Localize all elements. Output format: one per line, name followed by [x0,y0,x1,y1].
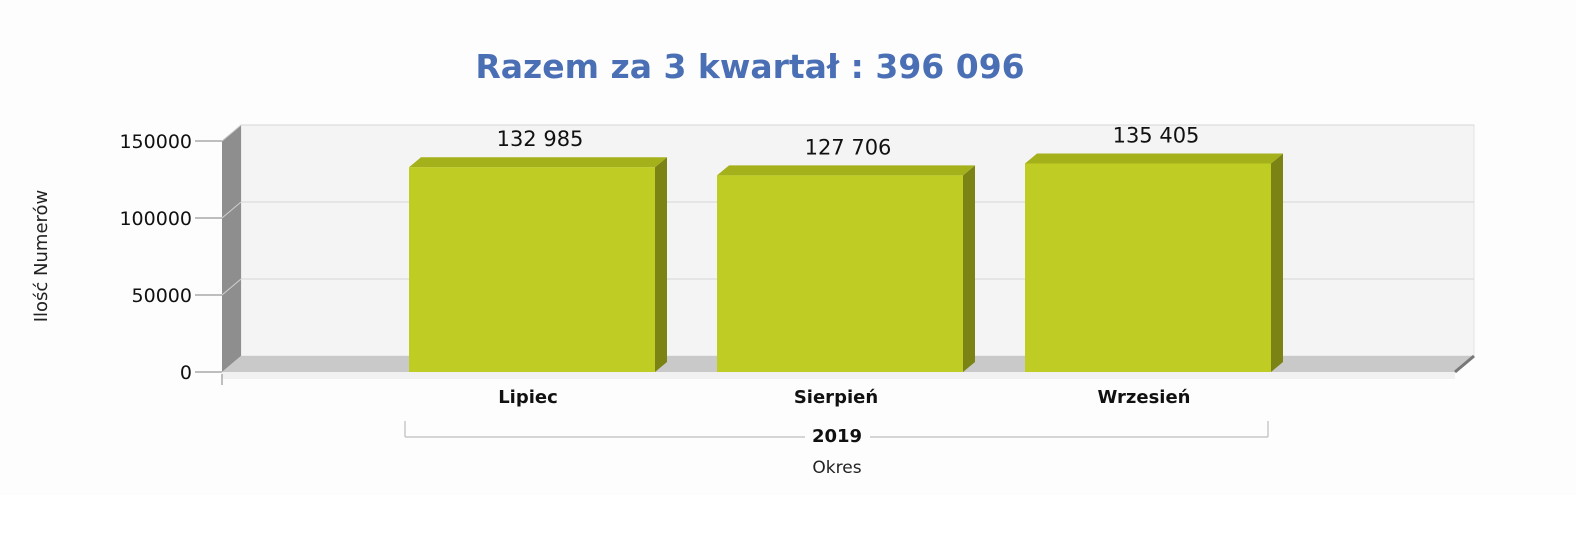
left-wall [222,125,241,372]
x-axis: Lipiec Sierpień Wrzesień [404,387,1269,438]
bar-value-label: 132 985 [497,127,584,151]
gridline-wall [221,278,242,296]
chart-title: Razem za 3 kwartał : 396 096 [475,47,1024,86]
x-axis-title: Okres [812,458,861,478]
bar-chart: Razem za 3 kwartał : 396 096 Ilość Numer… [31,47,1475,478]
bars: 132 985 127 706 135 405 [409,123,1283,372]
gridline-wall [221,201,242,219]
x-tick-label: Sierpień [794,387,878,408]
x-tick-label: Wrzesień [1097,387,1190,408]
x-tick-label: Lipiec [498,387,558,408]
floor-edge [222,372,1455,379]
bar-side [963,165,975,372]
bar-top [1025,153,1283,164]
y-tick-label: 150000 [119,131,192,153]
bar-side [655,157,667,372]
bar-side [1271,153,1283,372]
y-axis: 0 50000 100000 150000 [119,131,223,385]
y-tick-label: 50000 [132,285,192,307]
bar-value-label: 135 405 [1113,123,1200,147]
bar-top [717,165,975,176]
bar [1025,163,1271,372]
floor-right-edge [1454,354,1475,374]
bar-value-label: 127 706 [805,135,892,159]
gridline-wall [221,124,242,142]
chart-panel: Razem za 3 kwartał : 396 096 Ilość Numer… [31,47,1475,478]
y-axis-title: Ilość Numerów [31,190,52,323]
y-tick-label: 0 [180,362,192,384]
y-tick-label: 100000 [119,208,192,230]
bar [409,167,655,372]
bar [717,175,963,372]
x-group-label: 2019 [812,426,862,447]
bar-top [409,157,667,168]
